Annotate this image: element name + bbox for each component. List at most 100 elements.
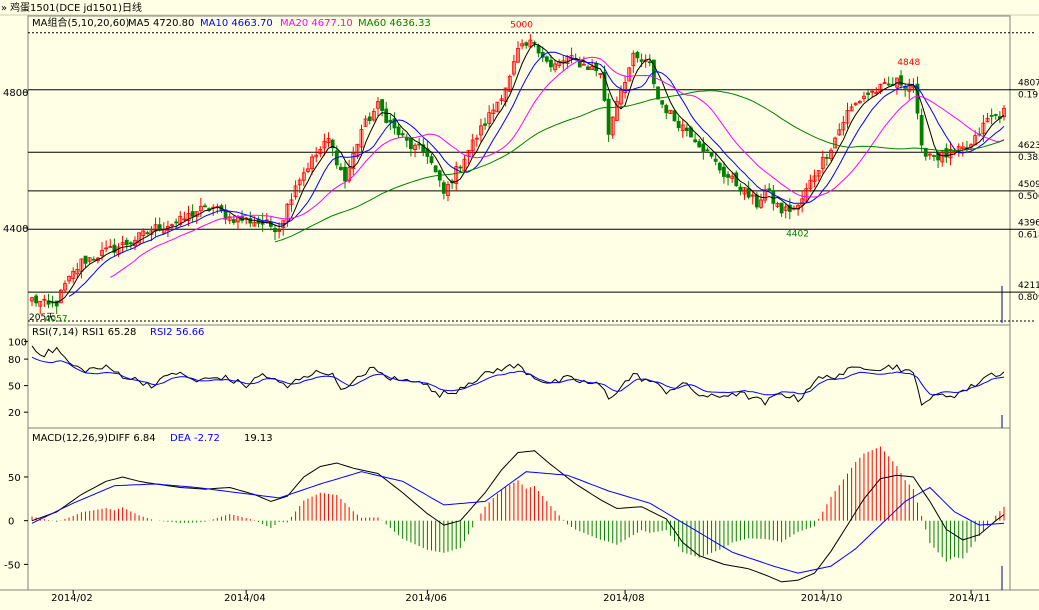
candle-body — [746, 188, 751, 198]
price-annotation: 4057 — [45, 314, 68, 324]
candle-body — [668, 109, 673, 115]
candle-body — [322, 140, 327, 149]
rsi-panel[interactable] — [31, 345, 1005, 406]
candle-body — [816, 170, 821, 177]
candle-body — [866, 92, 870, 95]
candle-body — [948, 149, 953, 159]
candle-body — [524, 42, 529, 46]
time-tick-label: 2014/10 — [801, 593, 843, 604]
rsi-legend-label: RSI(7,14) — [32, 327, 78, 338]
candle-body — [112, 244, 117, 253]
candle-body — [491, 109, 496, 114]
candle-body — [458, 166, 463, 169]
title-bar: » 鸡蛋1501(DCE jd1501)日线 — [0, 0, 1039, 16]
candle-body — [932, 155, 936, 157]
fib-price-label: 4623 — [1018, 141, 1039, 151]
diff-line — [31, 450, 1005, 583]
candle-body — [824, 156, 829, 159]
candle-body — [462, 158, 467, 172]
candle-body — [310, 156, 314, 170]
candle-body — [104, 247, 109, 250]
candle-body — [759, 199, 763, 208]
fib-ratio-label: 0.618 — [1018, 230, 1039, 240]
ma-legend-label: MA组合(5,10,20,60) — [32, 16, 129, 29]
candle-body — [701, 143, 706, 153]
rsi-tick-label: 20 — [8, 408, 21, 419]
rsi2-line — [31, 356, 1005, 396]
candle-body — [660, 100, 665, 105]
candle-body — [499, 98, 504, 102]
rsi1-line — [31, 345, 1005, 406]
candle-body — [676, 120, 681, 129]
candle-body — [157, 224, 162, 231]
price-annotation: 5000 — [510, 21, 533, 31]
candle-body — [351, 152, 356, 170]
candle-body — [602, 71, 607, 101]
expand-icon[interactable]: » — [1, 3, 7, 14]
candle-body — [67, 275, 71, 282]
candle-body — [421, 144, 426, 153]
candle-body — [619, 90, 623, 105]
ma5-legend: MA5 4720.80 — [128, 18, 194, 29]
candle-body — [586, 66, 590, 70]
candle-body — [742, 187, 747, 195]
candle-body — [635, 51, 640, 59]
dea-legend: DEA -2.72 — [170, 433, 220, 444]
candle-body — [128, 242, 133, 245]
fib-price-label: 4211 — [1018, 281, 1039, 291]
candle-body — [804, 188, 809, 202]
candle-body — [285, 203, 290, 222]
panel-frames — [0, 15, 1039, 591]
candle-body — [359, 129, 364, 148]
ma-legend: MA组合(5,10,20,60) MA5 4720.80 MA10 4663.7… — [32, 16, 431, 29]
candle-body — [845, 110, 850, 124]
candle-body — [120, 242, 125, 246]
macd-panel[interactable] — [31, 446, 1005, 583]
candle-body — [709, 152, 714, 157]
ma5-line — [48, 43, 1005, 304]
candle-body — [507, 76, 512, 92]
time-tick-label: 2014/02 — [51, 593, 93, 604]
candle-body — [376, 101, 380, 109]
candle-body — [989, 114, 994, 117]
candle-body — [693, 139, 698, 143]
candle-body — [297, 179, 302, 186]
candle-body — [318, 149, 323, 155]
candle-body — [404, 136, 409, 141]
candle-body — [108, 246, 113, 248]
diff-legend: DIFF 6.84 — [108, 433, 156, 444]
candle-body — [656, 86, 660, 100]
candle-body — [190, 211, 195, 217]
candle-body — [30, 297, 34, 302]
candle-body — [446, 183, 450, 196]
candle-body — [363, 118, 368, 127]
candle-body — [248, 218, 253, 224]
candle-body — [722, 166, 726, 177]
candle-body — [54, 300, 59, 307]
ma20-legend: MA20 4677.10 — [280, 18, 353, 29]
candle-body — [273, 228, 277, 233]
rsi2-legend: RSI2 56.66 — [150, 327, 204, 338]
candle-body — [380, 99, 384, 111]
macd-tick-label: 0 — [8, 517, 14, 528]
candle-body — [590, 66, 595, 71]
candle-body — [392, 118, 397, 129]
candle-body — [870, 90, 875, 93]
macd-tick-label: -50 — [4, 560, 20, 571]
candle-body — [433, 165, 438, 173]
candle-body — [326, 138, 331, 144]
candle-body — [474, 137, 479, 140]
candle-body — [223, 209, 228, 220]
candle-body — [520, 43, 525, 47]
rsi-tick-label: 80 — [8, 355, 21, 366]
candle-body — [829, 149, 833, 160]
candle-body — [631, 52, 636, 67]
candle-body — [919, 114, 924, 146]
candle-body — [516, 47, 520, 63]
rsi-tick-label: 100 — [8, 337, 27, 348]
candle-body — [672, 110, 677, 122]
candle-body — [734, 172, 739, 187]
